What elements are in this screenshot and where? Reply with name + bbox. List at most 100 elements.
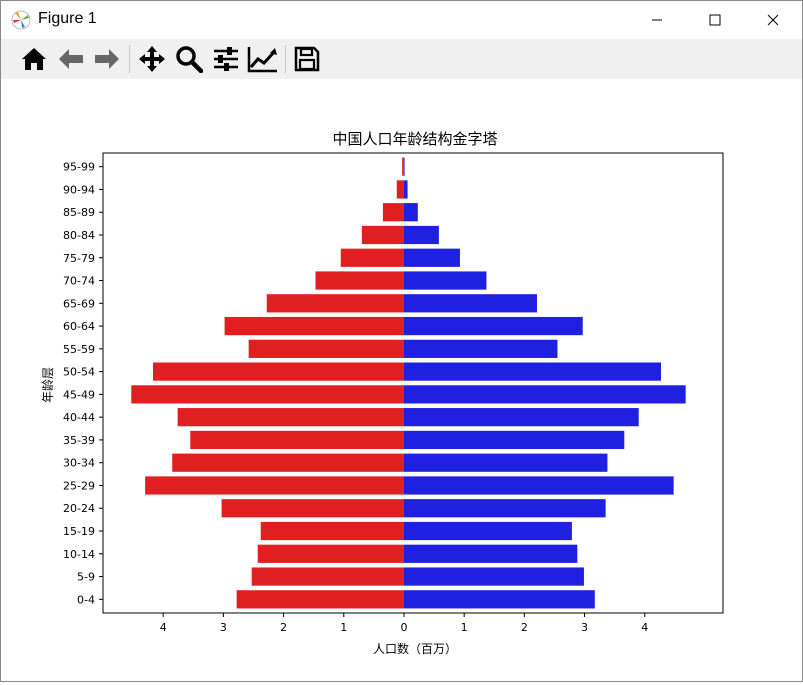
home-button[interactable] xyxy=(18,43,50,75)
y-tick-label: 10-14 xyxy=(63,548,95,561)
y-tick-label: 20-24 xyxy=(63,502,95,515)
back-arrow-icon xyxy=(59,49,83,69)
y-tick-label: 70-74 xyxy=(63,275,95,288)
pan-icon xyxy=(139,46,165,72)
bar-left-85-89 xyxy=(382,203,404,222)
bar-right-50-54 xyxy=(403,362,661,381)
bar-left-50-54 xyxy=(152,362,404,381)
save-icon xyxy=(294,46,320,72)
y-axis-label: 年龄层 xyxy=(41,367,55,403)
y-tick-label: 55-59 xyxy=(63,343,95,356)
x-axis-label: 人口数（百万） xyxy=(373,641,457,656)
y-tick-label: 15-19 xyxy=(63,525,95,538)
bar-left-0-4 xyxy=(236,590,404,609)
minimize-icon xyxy=(652,19,662,21)
edit-axis-icon xyxy=(247,47,277,73)
bar-right-30-34 xyxy=(403,453,608,472)
y-tick-label: 50-54 xyxy=(63,366,95,379)
window-title: Figure 1 xyxy=(38,10,97,27)
chart-title: 中国人口年龄结构金字塔 xyxy=(332,130,497,148)
home-icon xyxy=(22,48,46,70)
bar-left-30-34 xyxy=(172,453,404,472)
bar-left-70-74 xyxy=(315,271,404,290)
navigation-toolbar xyxy=(1,39,802,79)
bar-left-40-44 xyxy=(177,408,404,427)
bar-left-45-49 xyxy=(131,385,404,404)
bar-right-55-59 xyxy=(403,339,558,358)
x-tick-label: 2 xyxy=(280,621,287,634)
y-tick-label: 35-39 xyxy=(63,434,95,447)
bar-right-65-69 xyxy=(403,294,537,313)
bar-right-85-89 xyxy=(403,203,418,222)
x-tick-label: 2 xyxy=(521,621,528,634)
edit-axis-button[interactable] xyxy=(247,43,279,75)
bar-right-40-44 xyxy=(403,408,639,427)
x-tick-label: 4 xyxy=(160,621,167,634)
bar-right-10-14 xyxy=(403,544,578,563)
x-tick-label: 3 xyxy=(220,621,227,634)
zoom-button[interactable] xyxy=(173,43,205,75)
subplots-config-icon xyxy=(214,47,238,71)
toolbar-separator xyxy=(129,45,130,73)
bar-right-90-94 xyxy=(403,180,408,199)
bar-right-75-79 xyxy=(403,248,460,267)
x-tick-label: 1 xyxy=(461,621,468,634)
bar-left-15-19 xyxy=(260,521,404,541)
back-button[interactable] xyxy=(55,43,87,75)
bar-right-5-9 xyxy=(403,567,584,586)
bar-left-90-94 xyxy=(396,180,404,199)
close-button[interactable] xyxy=(744,1,802,39)
pan-button[interactable] xyxy=(136,43,168,75)
bar-right-60-64 xyxy=(403,316,583,336)
bar-left-20-24 xyxy=(221,499,404,518)
ticks-group: 0-4 5-9 10-14 15-19 20-24 25-29 30-34 35-39 40-4… xyxy=(63,161,648,634)
y-tick-label: 85-89 xyxy=(63,206,95,219)
x-tick-label: 1 xyxy=(340,621,347,634)
minimize-button[interactable] xyxy=(628,1,686,39)
bar-right-25-29 xyxy=(403,476,674,495)
y-tick-label: 40-44 xyxy=(63,411,95,424)
toolbar-separator xyxy=(285,45,286,73)
y-tick-label: 30-34 xyxy=(63,457,95,470)
bar-left-65-69 xyxy=(266,294,404,313)
y-tick-label: 60-64 xyxy=(63,320,95,333)
title-bar: Figure 1 xyxy=(1,1,802,39)
bar-right-20-24 xyxy=(403,499,606,518)
bar-right-70-74 xyxy=(403,271,487,290)
y-tick-label: 65-69 xyxy=(63,297,95,310)
bar-left-95-99 xyxy=(402,157,404,176)
y-tick-label: 5-9 xyxy=(77,571,95,584)
bar-right-15-19 xyxy=(403,521,572,541)
bar-right-35-39 xyxy=(403,430,625,450)
bar-right-45-49 xyxy=(403,385,686,404)
bar-left-60-64 xyxy=(224,316,404,336)
bar-right-95-99 xyxy=(403,157,405,176)
bar-right-80-84 xyxy=(403,225,439,245)
y-tick-label: 75-79 xyxy=(63,252,95,265)
subplots-button[interactable] xyxy=(210,43,242,75)
y-tick-label: 95-99 xyxy=(63,161,95,174)
matplotlib-logo-icon xyxy=(11,10,31,30)
bar-left-25-29 xyxy=(145,476,404,495)
bar-left-55-59 xyxy=(248,339,404,358)
y-tick-label: 90-94 xyxy=(63,183,95,196)
forward-button[interactable] xyxy=(91,43,123,75)
figure-canvas[interactable]: 中国人口年龄结构金字塔 人口数（百万） 年龄层 0-4 5-9 10-14 15-19… xyxy=(1,79,802,681)
maximize-icon xyxy=(709,14,721,26)
forward-arrow-icon xyxy=(95,49,119,69)
bar-left-80-84 xyxy=(361,225,404,245)
x-tick-label: 0 xyxy=(400,621,407,634)
bar-left-35-39 xyxy=(190,430,404,450)
close-icon xyxy=(767,14,779,26)
y-tick-label: 45-49 xyxy=(63,388,95,401)
y-tick-label: 80-84 xyxy=(63,229,95,242)
y-tick-label: 0-4 xyxy=(77,593,95,606)
bars-group xyxy=(131,157,686,609)
maximize-button[interactable] xyxy=(686,1,744,39)
population-pyramid-chart: 中国人口年龄结构金字塔 人口数（百万） 年龄层 0-4 5-9 10-14 15-19… xyxy=(41,130,724,656)
bar-left-10-14 xyxy=(257,544,404,563)
x-tick-label: 3 xyxy=(581,621,588,634)
plot-frame xyxy=(102,152,724,614)
save-button[interactable] xyxy=(291,43,323,75)
